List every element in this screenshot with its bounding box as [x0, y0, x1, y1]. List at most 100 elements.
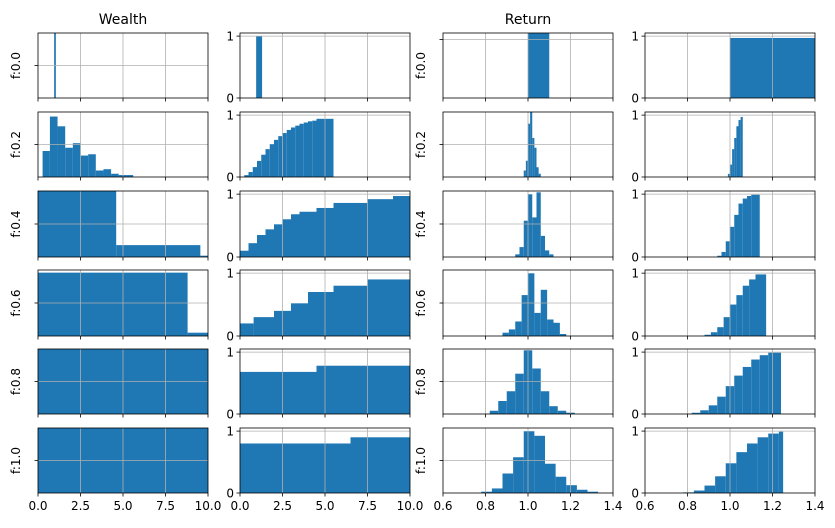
histogram-bar [299, 211, 317, 257]
histogram-bar [717, 255, 722, 257]
y-tick-label: 0 [226, 251, 234, 265]
histogram-bar [734, 375, 743, 414]
row-label: f:0.6 [414, 290, 428, 317]
y-tick-label: 1 [631, 30, 639, 44]
row-label: f:1.0 [9, 447, 23, 474]
panel-return-cumulative-histogram-f-0-0: 01 [631, 30, 816, 106]
histogram-bar [308, 292, 334, 336]
panel-wealth-cumulative-histogram-f-1-0: 0.0 2.5 5.0 7.5 10.0 0 1 [226, 425, 423, 513]
histogram-bar [257, 160, 262, 177]
histogram-bar [515, 254, 520, 257]
histogram-bar [248, 172, 253, 177]
panel-return-histogram-density--f-0-6: f:0.6 [414, 269, 614, 340]
panel-wealth-cumulative-histogram-f-0-2: 01 [226, 109, 411, 185]
histogram-bar [282, 219, 291, 257]
bars-group [528, 33, 550, 98]
histogram-bar [521, 295, 528, 336]
histogram-bar [333, 285, 368, 336]
histogram-bar [736, 452, 747, 493]
y-tick-label: 0 [226, 408, 234, 422]
histogram-bar [116, 245, 201, 257]
histogram-bar [738, 120, 741, 177]
panel-return-histogram-density--f-0-0: f:0.0 [414, 32, 614, 102]
bars-group [240, 437, 410, 493]
bars-group [704, 274, 767, 336]
histogram-bar [742, 198, 747, 257]
histogram-bar [274, 224, 283, 257]
histogram-bar [704, 334, 711, 336]
histogram-bar [508, 329, 516, 336]
histogram-bar [549, 406, 558, 414]
histogram-bar [240, 250, 249, 257]
x-tick-label: 1.0 [518, 499, 537, 513]
histogram-bar [515, 373, 524, 414]
histogram-bar [274, 139, 279, 177]
y-tick-label: 1 [631, 109, 639, 123]
row-label: f:0.8 [9, 368, 23, 395]
panel-return-cumulative-histogram-f-1-0: 0.6 0.8 1.0 1.2 1.4 0 1 [631, 425, 824, 513]
histogram-bar [545, 250, 550, 257]
histogram-bar [95, 170, 104, 177]
histogram-bar [88, 154, 96, 177]
histogram-bar [118, 175, 127, 177]
y-tick-label: 0 [631, 330, 639, 344]
row-label: f:0.0 [9, 52, 23, 79]
panel-return-cumulative-histogram-f-0-8: 01 [631, 346, 816, 422]
x-tick-label: 7.5 [156, 499, 175, 513]
histogram-bar [538, 173, 541, 177]
histogram-bar [549, 254, 554, 257]
histogram-bar [730, 226, 735, 257]
y-tick-label: 1 [631, 267, 639, 281]
y-tick-label: 1 [226, 425, 234, 439]
histogram-bar [525, 160, 528, 177]
histogram-bar [534, 312, 541, 336]
histogram-bar [515, 321, 522, 336]
bars-group [240, 196, 410, 257]
bars-group [256, 36, 263, 98]
panel-wealth-histogram-density--f-0-4: f:0.4 [9, 190, 209, 261]
histogram-bar [295, 125, 300, 177]
y-tick-label: 0 [631, 171, 639, 185]
histogram-bar [742, 366, 752, 414]
bars-group [717, 194, 760, 257]
row-label: f:0.2 [9, 131, 23, 158]
histogram-bar [312, 120, 317, 177]
histogram-bar [532, 217, 537, 257]
histogram-bar [291, 214, 300, 257]
histogram-bar [759, 355, 769, 414]
panel-return-histogram-density--f-1-0: 0.6 0.8 1.0 1.2 1.4 f:1.0 [414, 427, 623, 513]
histogram-bar [481, 491, 492, 493]
histogram-bar [80, 155, 89, 177]
y-tick-label: 0 [226, 487, 234, 501]
x-tick-label: 1.2 [561, 499, 580, 513]
histogram-bar [49, 116, 58, 177]
histogram-bar [282, 133, 287, 177]
x-tick-label: 2.5 [273, 499, 292, 513]
panel-wealth-cumulative-histogram-f-0-6: 01 [226, 267, 411, 344]
panel-wealth-cumulative-histogram-f-0-8: 01 [226, 346, 411, 422]
bars-group [515, 192, 554, 257]
row-label: f:0.2 [414, 131, 428, 158]
histogram-bar [559, 334, 567, 336]
panel-wealth-cumulative-histogram-f-0-0: 01 [226, 30, 411, 106]
y-tick-label: 1 [631, 425, 639, 439]
histogram-bar [755, 274, 767, 336]
histogram-bar [730, 164, 733, 177]
histogram-bar [757, 437, 769, 493]
x-tick-label: 1.2 [763, 499, 782, 513]
histogram-bar [523, 431, 535, 493]
panel-wealth-cumulative-histogram-f-0-4: 01 [226, 188, 411, 265]
x-tick-label: 0.0 [230, 499, 249, 513]
histogram-bar [126, 175, 134, 177]
y-tick-label: 1 [226, 346, 234, 360]
histogram-bar [749, 279, 756, 336]
histogram-bar [730, 304, 737, 336]
panel-return-cumulative-histogram-f-0-4: 01 [631, 188, 816, 265]
histogram-bar [513, 457, 524, 493]
x-tick-label: 0.0 [28, 499, 47, 513]
histogram-bar [734, 138, 737, 177]
histogram-bar [778, 431, 784, 493]
histogram-bar [257, 235, 266, 257]
histogram-bar [587, 491, 599, 493]
y-tick-label: 1 [631, 188, 639, 202]
